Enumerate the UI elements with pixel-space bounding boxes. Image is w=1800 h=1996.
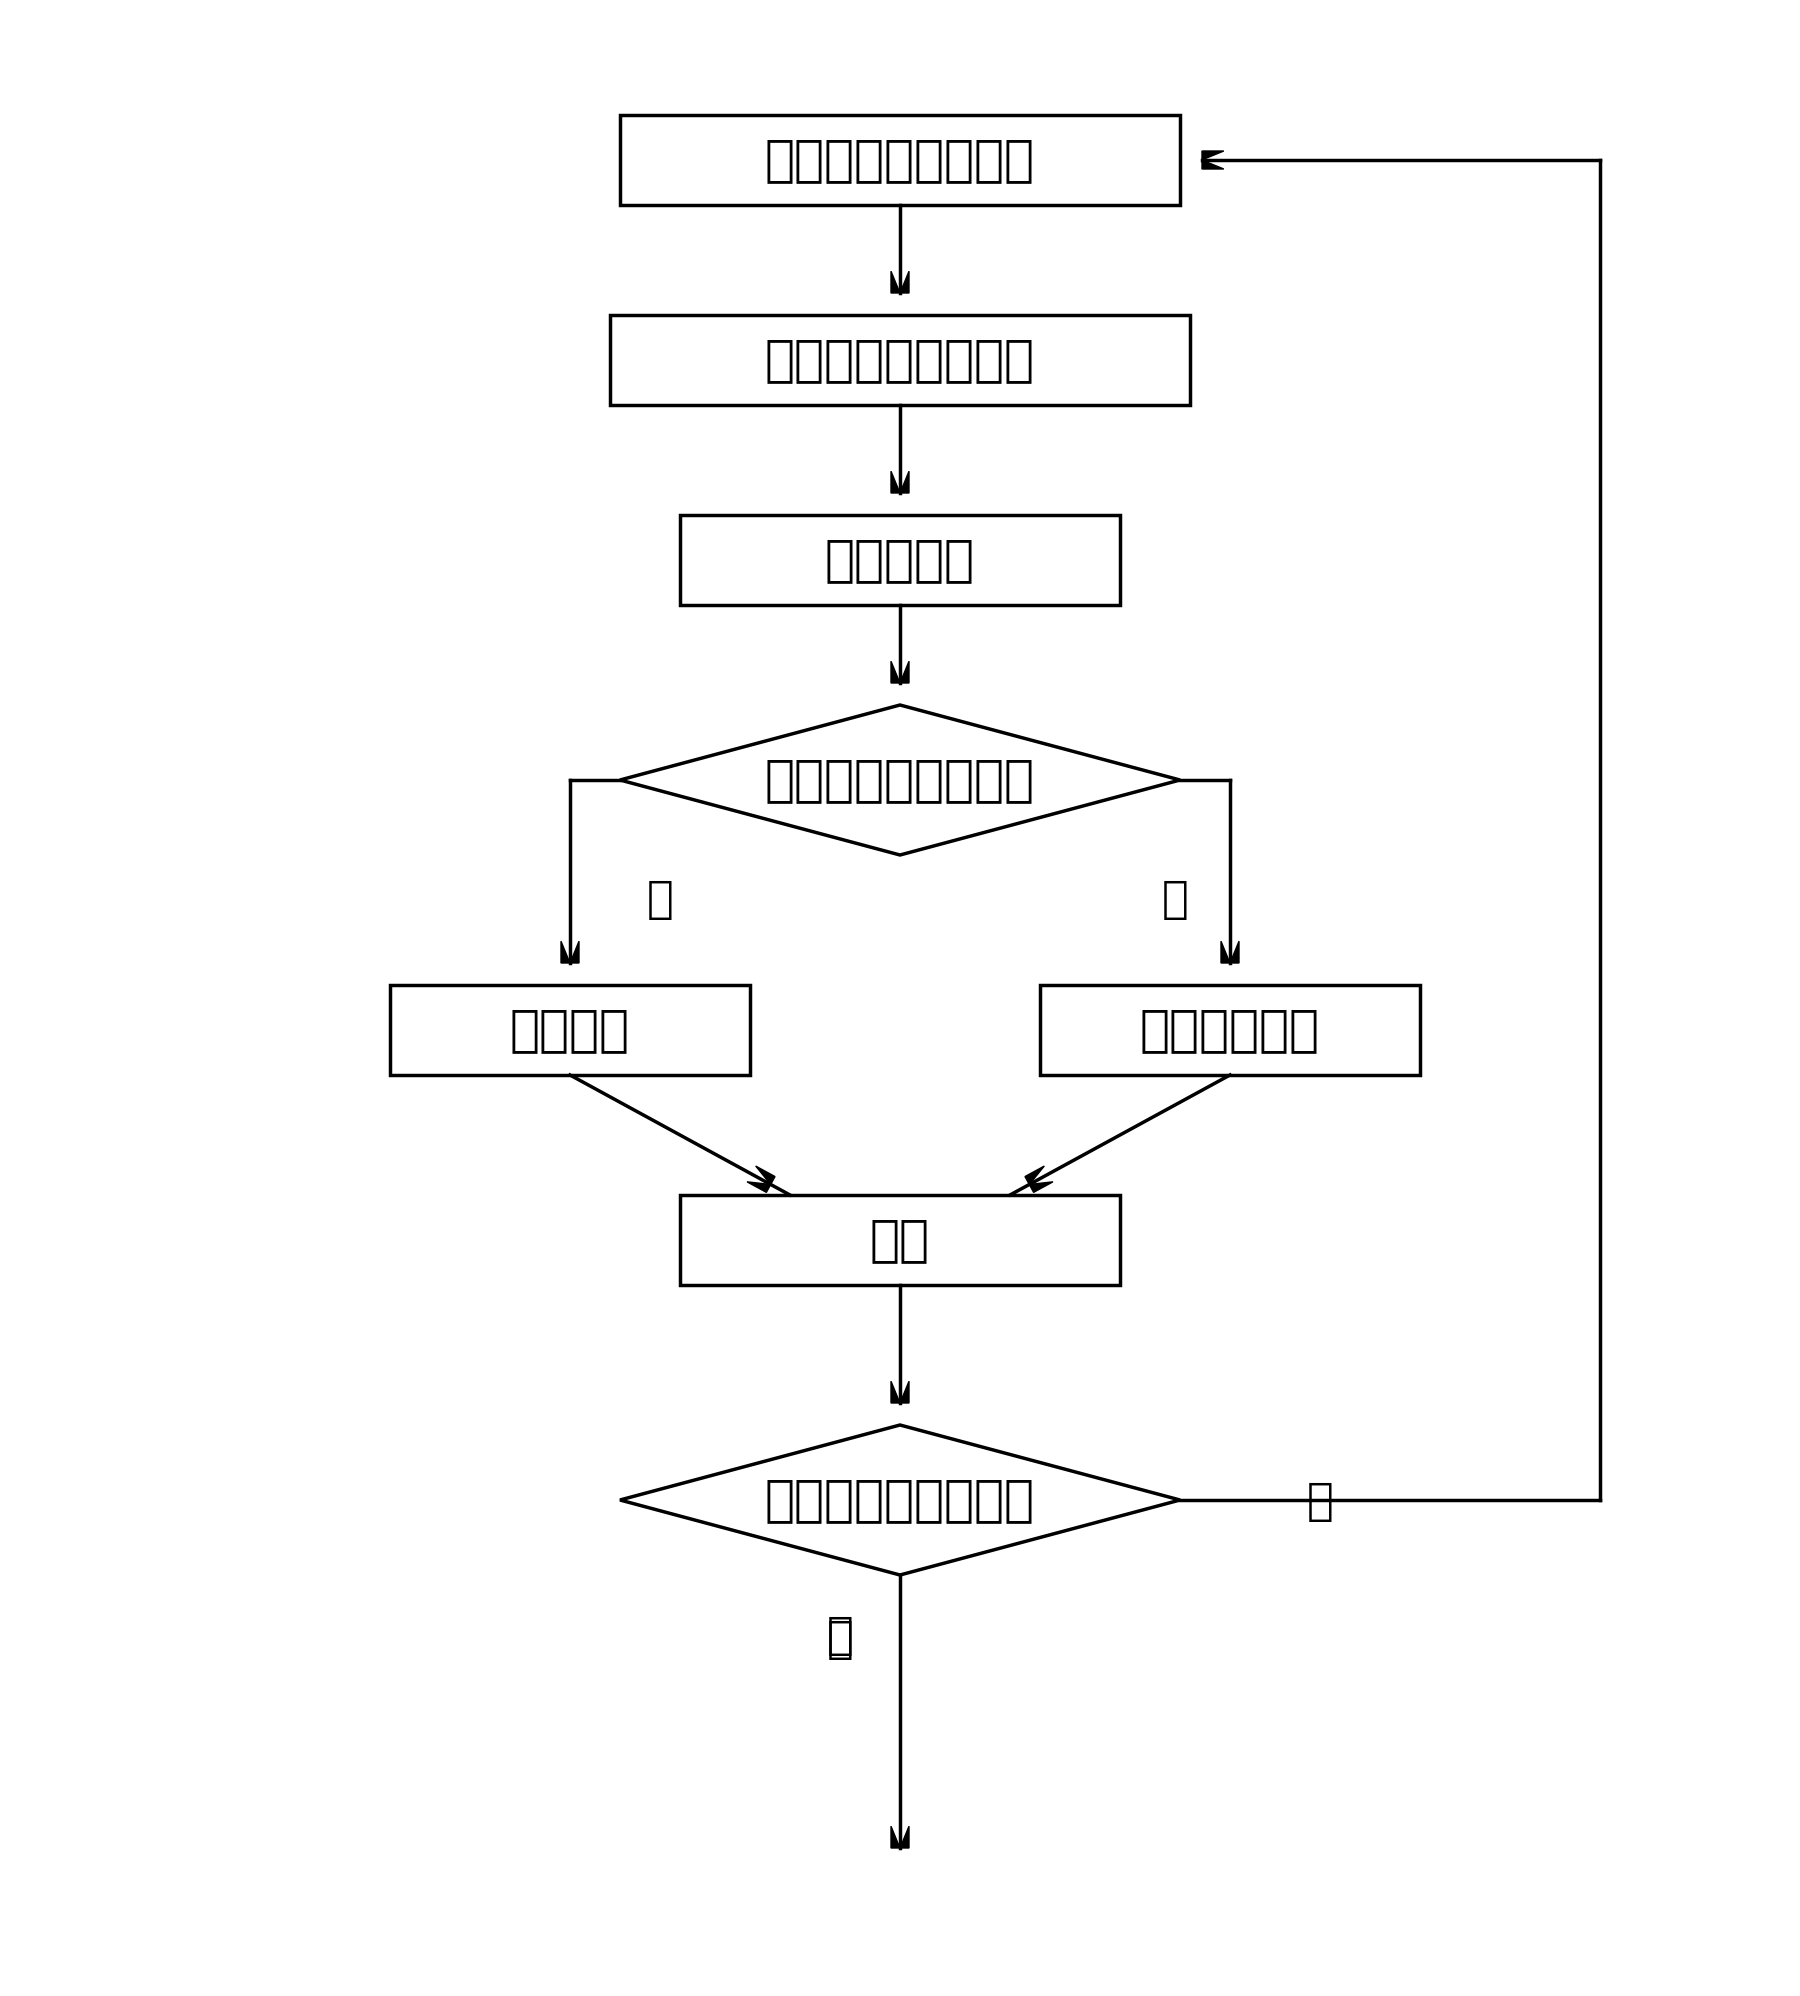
Text: 是: 是 bbox=[1161, 878, 1188, 922]
Text: 读取待打印图像数据: 读取待打印图像数据 bbox=[765, 136, 1035, 184]
FancyArrow shape bbox=[1024, 1166, 1053, 1192]
Text: 输出: 输出 bbox=[869, 1216, 931, 1263]
Bar bbox=[680, 515, 1120, 605]
Text: 否: 否 bbox=[646, 878, 673, 922]
Bar bbox=[391, 984, 751, 1076]
Polygon shape bbox=[619, 1425, 1181, 1575]
Text: 宏块预压缩: 宏块预压缩 bbox=[824, 537, 976, 585]
FancyArrow shape bbox=[891, 661, 909, 683]
Text: 所有数据处理完毕？: 所有数据处理完毕？ bbox=[765, 1475, 1035, 1525]
Text: 是否满足压缩条件？: 是否满足压缩条件？ bbox=[765, 756, 1035, 804]
Text: 是: 是 bbox=[826, 1613, 853, 1657]
FancyArrow shape bbox=[891, 1826, 909, 1848]
Bar bbox=[619, 116, 1181, 206]
Text: 是: 是 bbox=[826, 1619, 853, 1661]
FancyArrow shape bbox=[562, 942, 580, 964]
FancyArrow shape bbox=[1202, 152, 1224, 170]
FancyArrow shape bbox=[1220, 942, 1238, 964]
Text: 直接输出: 直接输出 bbox=[509, 1006, 630, 1054]
Bar bbox=[610, 315, 1190, 405]
Text: 否: 否 bbox=[1307, 1481, 1334, 1523]
Text: 执行宏块压缩: 执行宏块压缩 bbox=[1139, 1006, 1319, 1054]
Bar bbox=[1040, 984, 1420, 1076]
FancyArrow shape bbox=[891, 271, 909, 293]
FancyArrow shape bbox=[747, 1166, 776, 1192]
Bar bbox=[680, 1196, 1120, 1285]
FancyArrow shape bbox=[891, 1381, 909, 1403]
Polygon shape bbox=[619, 705, 1181, 854]
FancyArrow shape bbox=[891, 471, 909, 493]
Text: 对数据实施宏块分割: 对数据实施宏块分割 bbox=[765, 335, 1035, 383]
